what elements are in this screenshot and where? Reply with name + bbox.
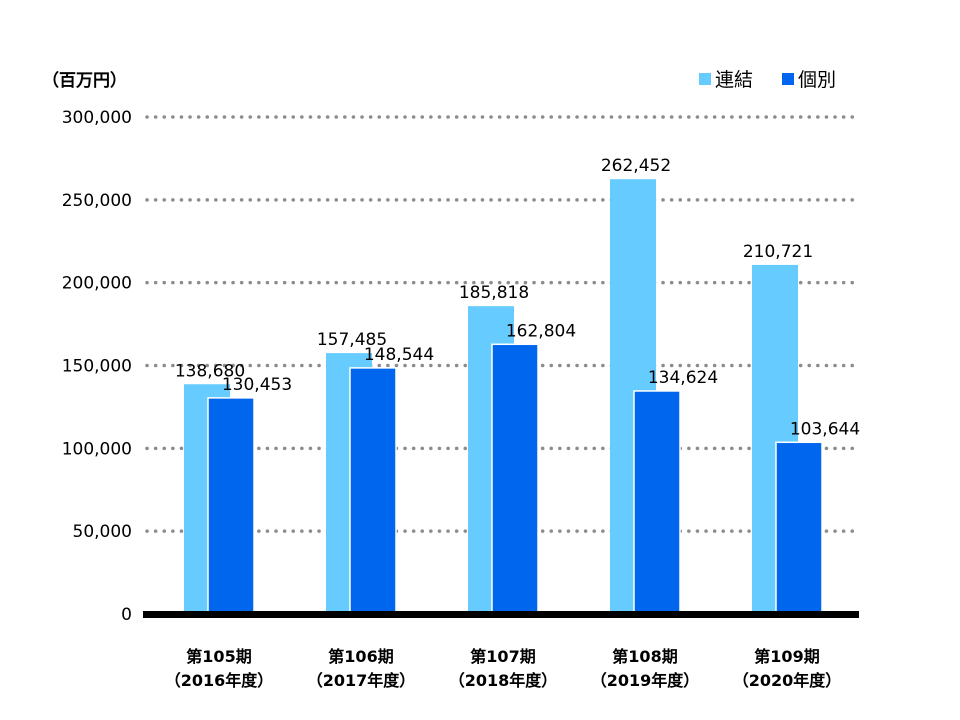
data-label-renketsu: 210,721	[743, 242, 813, 262]
x-tick-label: 第108期	[612, 647, 677, 666]
legend-label: 連結	[715, 69, 753, 91]
x-tick-label: （2020年度）	[733, 671, 842, 690]
y-unit-label: （百万円）	[42, 70, 127, 91]
bar-kobetsu	[491, 343, 539, 615]
y-tick-label: 150,000	[62, 357, 132, 377]
x-tick-label: （2017年度）	[307, 671, 416, 690]
x-axis-baseline	[143, 611, 859, 618]
bar-kobetsu	[349, 367, 397, 615]
bar-kobetsu	[775, 441, 823, 615]
gridlines	[145, 115, 861, 533]
x-tick-label: 第109期	[754, 647, 819, 666]
legend-label: 個別	[798, 69, 836, 91]
y-tick-label: 50,000	[73, 522, 132, 542]
data-label-renketsu: 138,680	[175, 361, 245, 381]
data-label-kobetsu: 130,453	[222, 375, 292, 395]
x-tick-label: 第106期	[328, 647, 393, 666]
bars	[184, 179, 823, 615]
y-tick-label: 100,000	[62, 439, 132, 459]
data-label-renketsu: 262,452	[601, 156, 671, 176]
y-tick-label: 0	[121, 605, 132, 625]
bar-kobetsu	[207, 397, 255, 615]
data-label-kobetsu: 148,544	[364, 345, 434, 365]
y-tick-label: 300,000	[62, 108, 132, 128]
x-tick-label: 第105期	[186, 647, 251, 666]
x-tick-label: 第107期	[470, 647, 535, 666]
data-label-kobetsu: 162,804	[506, 321, 576, 341]
legend-swatch	[699, 73, 711, 85]
y-tick-label: 200,000	[62, 274, 132, 294]
legend-swatch	[782, 73, 794, 85]
x-tick-label: （2019年度）	[591, 671, 700, 690]
data-label-kobetsu: 134,624	[648, 368, 718, 388]
y-axis: 0 50,000 100,000 150,000 200,000 250,000 300,0…	[62, 108, 132, 625]
bar-kobetsu	[633, 390, 681, 615]
data-label-renketsu: 157,485	[317, 330, 387, 350]
y-tick-label: 250,000	[62, 191, 132, 211]
x-tick-label: （2016年度）	[165, 671, 274, 690]
x-tick-label: （2018年度）	[449, 671, 558, 690]
data-label-renketsu: 185,818	[459, 283, 529, 303]
data-label-kobetsu: 103,644	[790, 419, 860, 439]
x-axis: 第105期 （2016年度） 第106期 （2017年度） 第107期 （2018年度） 第…	[165, 647, 842, 690]
legend: 連結 個別	[699, 69, 836, 91]
